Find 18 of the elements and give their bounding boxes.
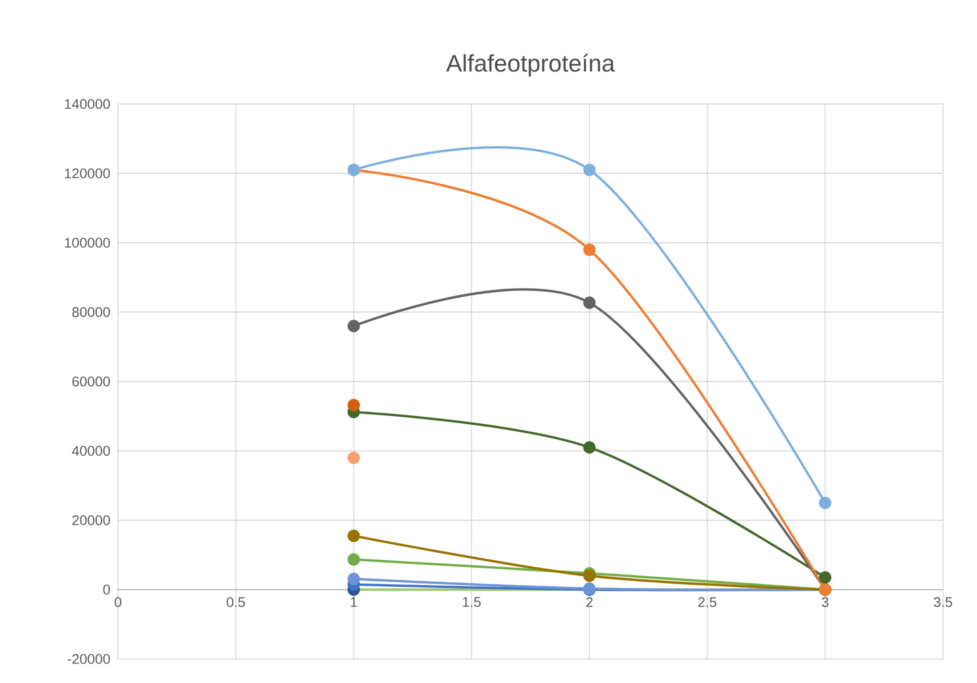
y-tick-label: 20000 (72, 515, 110, 526)
y-tick-label: 140000 (65, 99, 110, 109)
y-tick-label: 60000 (72, 376, 110, 386)
y-tick-label: -20000 (68, 654, 110, 664)
x-tick-label: 1.5 (462, 597, 481, 607)
y-tick-label: 80000 (72, 307, 110, 318)
x-tick-label: 2.5 (698, 597, 716, 608)
y-tick-label: 120000 (65, 168, 110, 178)
x-tick-label: 2 (586, 597, 593, 607)
x-tick-label: 3.5 (934, 597, 952, 608)
x-tick-label: 0.5 (226, 597, 245, 608)
chart-title: Alfafeotproteína (446, 54, 615, 77)
x-tick-label: 1 (350, 597, 357, 607)
y-tick-label: 100000 (65, 238, 110, 248)
y-tick-label: 40000 (72, 446, 110, 456)
x-tick-label: 0 (114, 597, 122, 608)
y-tick-label: 0 (103, 584, 110, 595)
x-tick-label: 3 (822, 597, 828, 608)
